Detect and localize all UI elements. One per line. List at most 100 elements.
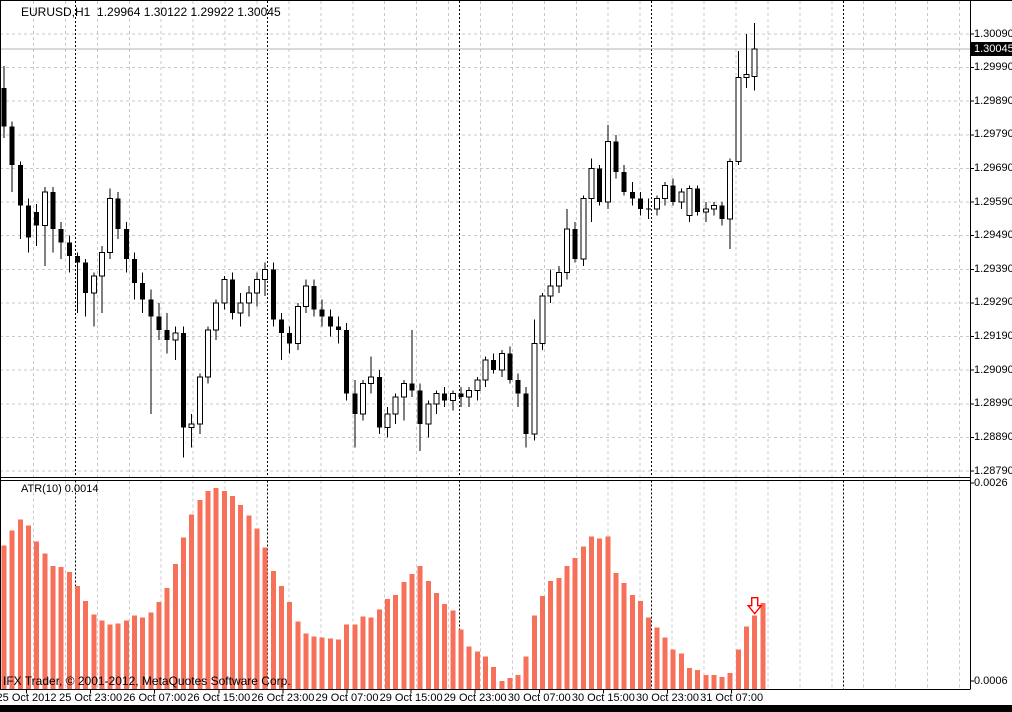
- chart-header: EURUSD,H1 1.29964 1.30122 1.29922 1.3004…: [21, 5, 281, 19]
- candle-bull-body: [433, 393, 440, 405]
- candle-bear-body: [458, 393, 464, 398]
- atr-bar: [662, 637, 668, 690]
- time-axis-label: 29 Oct 23:00: [443, 692, 507, 704]
- atr-bar: [156, 601, 162, 690]
- candle-bear-body: [25, 205, 31, 238]
- atr-bar: [556, 578, 562, 690]
- atr-bar: [221, 490, 227, 690]
- candle-bull-body: [743, 73, 750, 79]
- atr-bar: [629, 594, 635, 690]
- candle-bull-body: [360, 383, 367, 415]
- atr-bar: [678, 653, 684, 690]
- candle-bear-body: [83, 262, 89, 293]
- atr-bar: [613, 573, 619, 690]
- atr-bar: [507, 678, 513, 690]
- atr-bar: [327, 638, 333, 690]
- atr-bar: [540, 595, 546, 690]
- atr-bar: [344, 624, 350, 690]
- candle-bear-body: [352, 393, 358, 414]
- candle-bull-body: [580, 198, 587, 260]
- atr-bar: [417, 566, 423, 690]
- atr-bar: [17, 519, 23, 690]
- candle-bear-body: [66, 242, 72, 256]
- candle-bull-body: [221, 278, 228, 304]
- atr-bar: [229, 495, 235, 690]
- atr-bar: [295, 621, 301, 690]
- candle-bear-body: [336, 326, 342, 330]
- time-axis-label: 31 Oct 07:00: [700, 692, 764, 704]
- atr-bar: [254, 528, 260, 690]
- atr-bar: [181, 537, 187, 690]
- candle-bear-body: [572, 228, 578, 260]
- atr-bar: [213, 487, 219, 690]
- candle-bear-body: [327, 316, 333, 327]
- atr-bar: [654, 627, 660, 690]
- candle-bull-body: [686, 188, 693, 217]
- atr-bar: [205, 490, 211, 690]
- candle-bear-body: [629, 191, 635, 199]
- candle-bull-body: [425, 403, 432, 425]
- candle-bear-body: [491, 360, 497, 371]
- price-axis-label: 1.29790: [974, 128, 1012, 141]
- atr-bar: [442, 603, 448, 690]
- candle-bull-body: [531, 342, 538, 435]
- candle-bear-body: [409, 383, 415, 391]
- candle-bull-body: [498, 352, 505, 371]
- atr-bar: [164, 587, 170, 690]
- candle-bear-body: [148, 299, 154, 317]
- atr-bar: [425, 581, 431, 690]
- ohlc-low: 1.29922: [190, 5, 234, 19]
- atr-bar: [91, 614, 97, 690]
- atr-bar: [686, 668, 692, 690]
- atr-bar: [123, 620, 129, 690]
- atr-bar: [401, 582, 407, 690]
- candle-bear-body: [132, 259, 138, 283]
- atr-bar: [474, 651, 480, 690]
- atr-bar: [172, 564, 178, 690]
- atr-bar: [752, 615, 758, 690]
- atr-bar: [376, 609, 382, 690]
- candle-bear-body: [637, 198, 643, 209]
- atr-bar: [670, 649, 676, 690]
- atr-bar: [360, 616, 366, 690]
- candle-bull-body: [213, 302, 220, 331]
- candle-bear-body: [74, 255, 80, 263]
- candle-bear-body: [442, 393, 448, 401]
- atr-bar: [760, 602, 766, 690]
- candle-bull-body: [555, 272, 562, 287]
- atr-bar: [132, 615, 138, 690]
- price-axis-label: 1.29190: [974, 330, 1012, 343]
- candle-bear-body: [621, 171, 627, 192]
- atr-bar: [580, 546, 586, 690]
- atr-bar: [727, 673, 733, 690]
- candle-bull-body: [172, 332, 179, 341]
- candle-bear-body: [670, 185, 676, 203]
- candle-bull-body: [237, 302, 244, 314]
- current-price-badge: 1.30045: [970, 42, 1012, 57]
- candle-bear-body: [695, 188, 701, 213]
- candle-bull-body: [90, 275, 97, 294]
- time-axis-label: 26 Oct 23:00: [251, 692, 315, 704]
- candle-bull-body: [751, 48, 758, 77]
- price-axis-label: 1.29090: [974, 363, 1012, 376]
- price-axis-label: 1.28890: [974, 430, 1012, 443]
- candle-bear-body: [523, 393, 529, 435]
- time-axis-label: 26 Oct 15:00: [187, 692, 251, 704]
- candle-bear-body: [115, 198, 121, 229]
- candle-bear-body: [344, 329, 350, 394]
- atr-bar: [515, 675, 521, 690]
- atr-bar: [719, 677, 725, 690]
- time-axis-label: 25 Oct 2012: [0, 692, 57, 704]
- atr-bar: [311, 636, 317, 690]
- candle-bear-body: [34, 212, 40, 226]
- atr-bar: [466, 646, 472, 690]
- atr-bar: [278, 585, 284, 690]
- window-bottom-frame: [0, 705, 1012, 712]
- atr-bar: [74, 585, 80, 690]
- candle-bull-body: [539, 295, 546, 344]
- candle-bear-body: [17, 165, 23, 206]
- candle-bear-body: [719, 205, 725, 219]
- atr-bar: [589, 536, 595, 690]
- candle-bull-body: [294, 305, 301, 344]
